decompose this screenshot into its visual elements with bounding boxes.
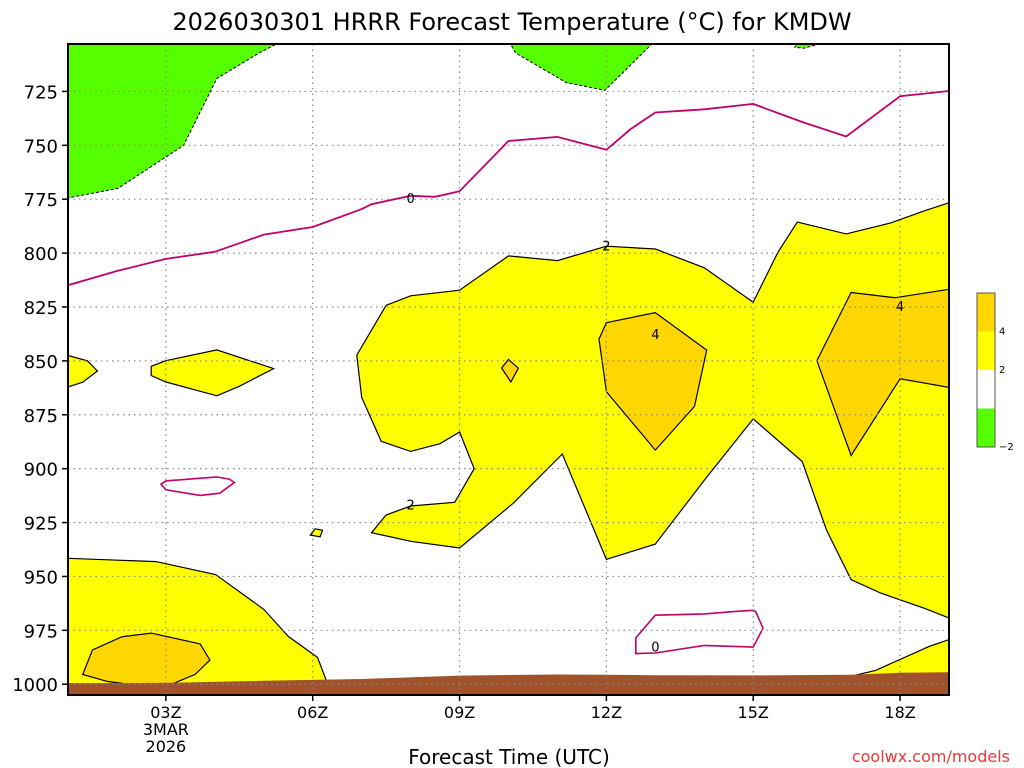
y-tick-label: 750 [24, 136, 58, 157]
y-tick-label: 825 [24, 298, 58, 319]
contour-label: 0 [651, 641, 659, 656]
x-tick-label: 18Z [884, 703, 915, 722]
temperature-region [68, 44, 277, 199]
x-axis-label: Forecast Time (UTC) [408, 745, 610, 768]
x-tick-label: 06Z [297, 703, 328, 722]
x-tick-label: 3MAR [143, 720, 189, 739]
contour-label: 0 [406, 192, 414, 207]
y-tick-label: 900 [24, 460, 58, 481]
x-tick-label: 03Z [150, 703, 181, 722]
temperature-region [598, 311, 708, 452]
contour-lines [68, 90, 949, 287]
grid-lines [68, 44, 949, 695]
y-tick-label: 850 [24, 352, 58, 373]
temperature-region [267, 44, 653, 91]
temperature-region [793, 44, 819, 49]
y-tick-label: 800 [24, 244, 58, 265]
legend-swatch [977, 408, 995, 447]
legend-swatch [977, 370, 995, 409]
temperature-region [634, 609, 764, 655]
temperature-region [816, 288, 949, 457]
contour-label: 2 [406, 498, 414, 513]
x-tick-label: 15Z [738, 703, 769, 722]
temperature-region [68, 354, 99, 388]
y-tick-label: 950 [24, 567, 58, 588]
y-tick-label: 725 [24, 82, 58, 103]
y-tick-label: 925 [24, 514, 58, 535]
color-legend: 4 2 −2 [976, 292, 1014, 453]
contour-line [68, 90, 949, 287]
plot-area [68, 44, 949, 695]
legend-label: 4 [999, 327, 1005, 338]
temperature-region [309, 528, 324, 538]
axes: 725 750 775 800 825 850 875 900 925 950 975 1000 03Z… [12, 82, 916, 756]
y-tick-label: 775 [24, 190, 58, 211]
terrain-fill [68, 672, 949, 695]
contour-label: 2 [602, 240, 610, 255]
x-tick-label: 12Z [591, 703, 622, 722]
contour-labels: 0 2 4 4 2 0 [406, 192, 904, 655]
x-tick-label: 2026 [146, 737, 187, 756]
x-tick-label: 09Z [444, 703, 475, 722]
chart-title: 2026030301 HRRR Forecast Temperature (°C… [172, 8, 851, 36]
y-tick-label: 875 [24, 406, 58, 427]
temperature-region [159, 476, 236, 497]
y-tick-label: 1000 [12, 675, 58, 696]
legend-swatch [977, 293, 995, 332]
plot-frame [67, 43, 950, 696]
temperature-region [150, 349, 276, 397]
contour-label: 4 [896, 300, 904, 315]
legend-label: −2 [999, 442, 1014, 453]
legend-frame [976, 292, 996, 448]
credit-text: coolwx.com/models [852, 747, 1010, 766]
y-tick-label: 975 [24, 621, 58, 642]
temperature-region [500, 358, 520, 384]
contour-label: 4 [651, 328, 659, 343]
legend-swatch [977, 331, 995, 370]
legend-label: 2 [999, 365, 1005, 376]
